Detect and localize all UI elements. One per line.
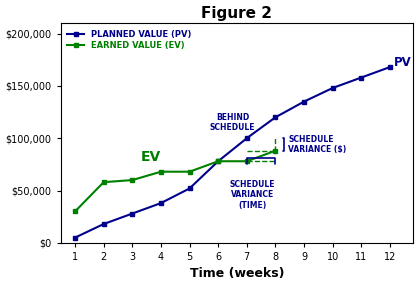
Legend: PLANNED VALUE (PV), EARNED VALUE (EV): PLANNED VALUE (PV), EARNED VALUE (EV) — [65, 27, 194, 53]
Text: PV: PV — [394, 56, 412, 69]
Text: BEHIND
SCHEDULE: BEHIND SCHEDULE — [210, 113, 255, 132]
X-axis label: Time (weeks): Time (weeks) — [189, 267, 284, 281]
Text: EV: EV — [141, 150, 161, 164]
Text: SCHEDULE
VARIANCE
(TIME): SCHEDULE VARIANCE (TIME) — [230, 180, 275, 210]
Text: SCHEDULE
VARIANCE ($): SCHEDULE VARIANCE ($) — [288, 135, 347, 154]
Title: Figure 2: Figure 2 — [201, 5, 272, 21]
